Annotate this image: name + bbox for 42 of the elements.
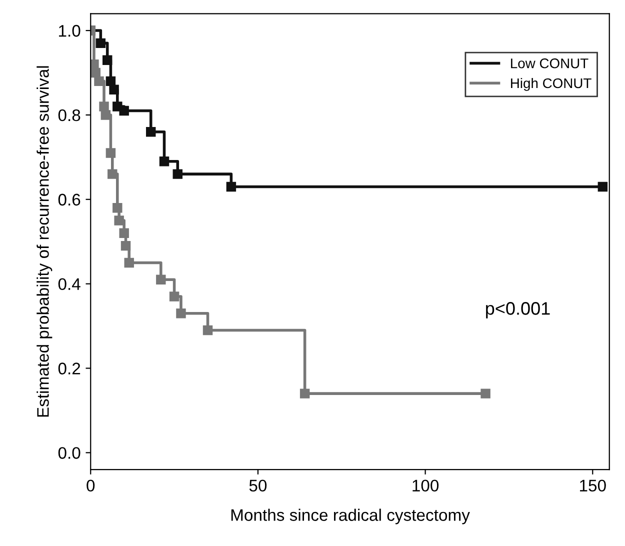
y-tick-label: 0.6: [58, 194, 80, 206]
point: [108, 169, 118, 179]
point: [119, 106, 129, 116]
point: [112, 202, 122, 213]
point: [159, 156, 170, 166]
x-tick-label: 100: [412, 480, 439, 492]
point: [114, 216, 124, 226]
y-tick-label: 0.8: [58, 109, 80, 122]
point: [146, 126, 156, 137]
point: [100, 110, 111, 120]
point: [480, 388, 490, 398]
point: [96, 38, 106, 48]
x-tick-label: 0: [86, 480, 95, 492]
point: [90, 68, 101, 78]
y-axis-title: Estimated probability of recurrence-free survival: [36, 66, 52, 417]
point: [119, 228, 129, 238]
x-axis-title: Months since radical cystectomy: [231, 508, 470, 524]
x-tick-label: 50: [249, 480, 267, 492]
point: [226, 182, 236, 192]
point: [99, 102, 109, 112]
point: [202, 325, 213, 336]
point: [176, 308, 186, 318]
point: [124, 258, 134, 268]
x-tick-label: 150: [580, 480, 606, 492]
y-tick-label: 0.2: [58, 362, 80, 374]
point: [106, 76, 116, 86]
point: [120, 240, 131, 251]
point: [102, 55, 112, 65]
y-tick-label: 0.4: [58, 278, 80, 290]
point: [172, 169, 183, 179]
point: [94, 76, 104, 86]
legend-label: High CONUT: [511, 78, 592, 91]
annotation: p<0.001: [486, 302, 550, 318]
point: [300, 388, 310, 398]
point: [106, 148, 116, 158]
point: [109, 84, 119, 94]
point: [156, 274, 166, 284]
y-tick-label: 0.0: [58, 447, 80, 459]
legend-label: Low CONUT: [511, 58, 588, 68]
y-tick-label: 1.0: [59, 24, 80, 37]
point: [598, 182, 608, 192]
point: [169, 292, 180, 302]
